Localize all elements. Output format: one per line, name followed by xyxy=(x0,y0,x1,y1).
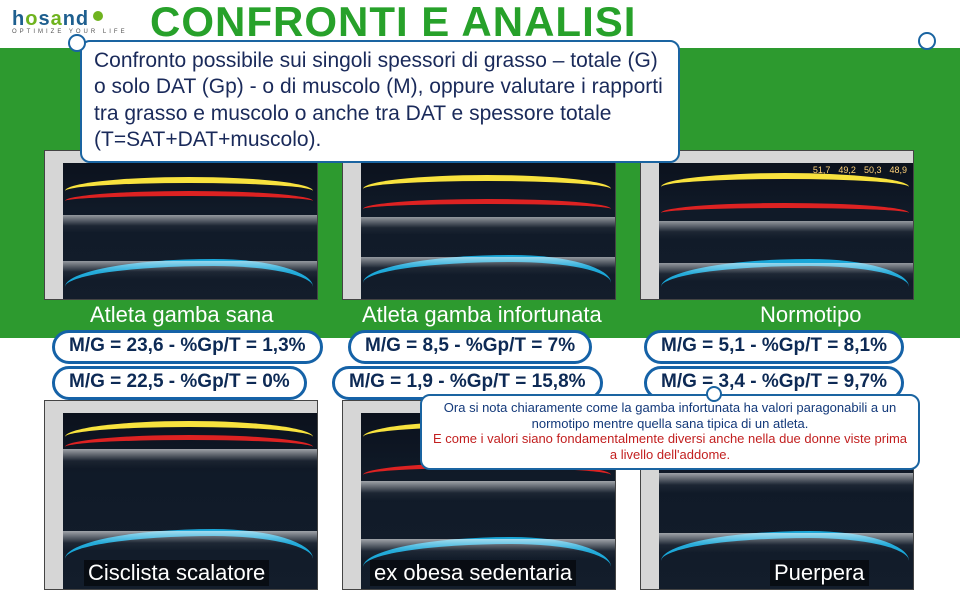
callout-main-connector-2 xyxy=(918,32,936,50)
label-r1-c3: Normotipo xyxy=(760,302,861,328)
logo-text: hosand xyxy=(12,8,128,31)
callout-main-text: Confronto possibile sui singoli spessori… xyxy=(94,48,666,153)
mg-r1-c2: M/G = 8,5 - %Gp/T = 7% xyxy=(348,330,592,364)
panel-r1-c2 xyxy=(342,150,616,300)
label-r2-c3: Puerpera xyxy=(770,560,869,586)
mg-r2-c1: M/G = 22,5 - %Gp/T = 0% xyxy=(52,366,307,400)
callout-secondary-connector xyxy=(706,386,722,402)
panel-r1-c3: 51,749,250,348,9 xyxy=(640,150,914,300)
callout-main-connector-1 xyxy=(68,34,86,52)
logo-subtext: OPTIMIZE YOUR LIFE xyxy=(12,29,128,35)
logo: hosand OPTIMIZE YOUR LIFE xyxy=(12,8,128,35)
label-r1-c2: Atleta gamba infortunata xyxy=(362,302,602,328)
label-r1-c1: Atleta gamba sana xyxy=(90,302,273,328)
mg-r1-c1: M/G = 23,6 - %Gp/T = 1,3% xyxy=(52,330,323,364)
mg-r1-c3: M/G = 5,1 - %Gp/T = 8,1% xyxy=(644,330,904,364)
label-r2-c2: ex obesa sedentaria xyxy=(370,560,576,586)
callout-secondary-line2: E come i valori siano fondamentalmente d… xyxy=(430,431,910,462)
panel-r1-c1 xyxy=(44,150,318,300)
callout-secondary: Ora si nota chiaramente come la gamba in… xyxy=(420,394,920,470)
callout-secondary-line1: Ora si nota chiaramente come la gamba in… xyxy=(430,400,910,431)
slide: 51,749,250,348,9 Atleta gamba sana Atlet… xyxy=(0,0,960,594)
label-r2-c1: Cisclista scalatore xyxy=(84,560,269,586)
callout-main: Confronto possibile sui singoli spessori… xyxy=(80,40,680,163)
